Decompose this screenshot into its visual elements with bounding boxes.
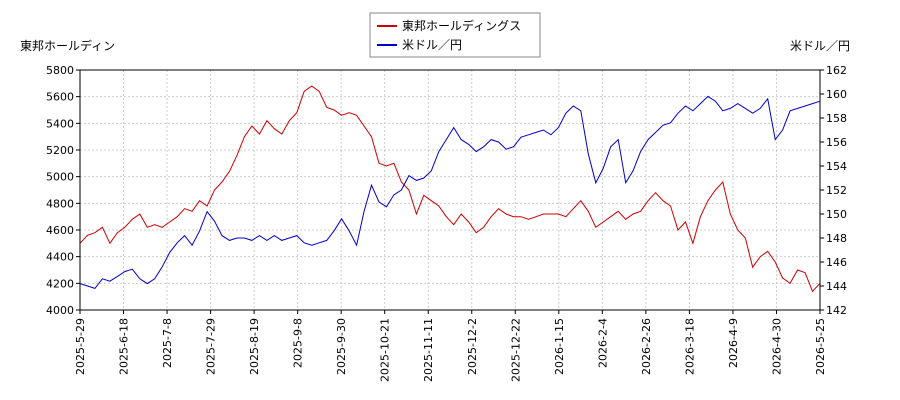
right-tick-label: 158	[826, 112, 847, 125]
x-tick-label: 2025-9-30	[335, 318, 348, 375]
x-tick-label: 2026-4-9	[727, 318, 740, 368]
right-tick-label: 152	[826, 184, 847, 197]
right-tick-label: 142	[826, 304, 847, 317]
x-tick-label: 2025-12-2	[466, 318, 479, 375]
left-tick-label: 5000	[46, 171, 74, 184]
x-tick-label: 2026-1-15	[553, 318, 566, 375]
x-tick-label: 2026-4-30	[770, 318, 783, 375]
x-tick-label: 2025-10-21	[379, 318, 392, 382]
series-line-usdjpy	[79, 95, 821, 289]
legend-label-usdjpy: 米ドル／円	[402, 38, 462, 52]
left-tick-label: 4000	[46, 304, 74, 317]
x-tick-label: 2025-7-8	[161, 318, 174, 368]
right-tick-label: 156	[826, 136, 847, 149]
series-line-toho	[79, 85, 821, 293]
left-tick-label: 4400	[46, 251, 74, 264]
right-tick-label: 154	[826, 160, 847, 173]
right-axis-title: 米ドル／円	[790, 39, 850, 53]
left-tick-label: 4200	[46, 277, 74, 290]
right-tick-label: 162	[826, 64, 847, 77]
x-tick-label: 2025-11-11	[422, 318, 435, 382]
x-tick-label: 2025-7-29	[205, 318, 218, 375]
x-tick-label: 2026-5-25	[814, 318, 827, 375]
left-tick-label: 5800	[46, 64, 74, 77]
left-tick-label: 4600	[46, 224, 74, 237]
left-tick-label: 5600	[46, 91, 74, 104]
legend-label-toho: 東邦ホールディングス	[402, 18, 521, 33]
x-tick-label: 2025-5-29	[74, 318, 87, 375]
right-tick-label: 146	[826, 256, 847, 269]
x-tick-label: 2026-2-4	[596, 318, 609, 368]
left-y-axis: 4000 4200 4400 4600 4800 5000 5200 5400 5600 5800	[46, 64, 80, 317]
right-tick-label: 160	[826, 88, 847, 101]
right-y-axis: 142 144 146 148 150 152 154 156 158 160 162	[820, 64, 847, 317]
x-tick-label: 2025-6-18	[118, 318, 131, 375]
right-tick-label: 148	[826, 232, 847, 245]
x-tick-label: 2025-8-19	[248, 318, 261, 375]
left-tick-label: 5200	[46, 144, 74, 157]
right-tick-label: 150	[826, 208, 847, 221]
x-tick-label: 2026-3-18	[683, 318, 696, 375]
legend: 東邦ホールディングス 米ドル／円	[369, 12, 541, 58]
series-lines	[79, 85, 821, 293]
left-tick-label: 5400	[46, 117, 74, 130]
left-tick-label: 4800	[46, 197, 74, 210]
grid-lines	[80, 70, 820, 310]
x-tick-label: 2026-2-26	[640, 318, 653, 375]
x-tick-label: 2025-12-22	[509, 318, 522, 382]
x-axis: 2025-5-29 2025-6-18 2025-7-8 2025-7-29 2025-…	[74, 310, 827, 382]
left-axis-title: 東邦ホールディン	[20, 38, 115, 53]
x-tick-label: 2025-9-8	[292, 318, 305, 368]
legend-box	[369, 12, 541, 58]
right-tick-label: 144	[826, 280, 847, 293]
